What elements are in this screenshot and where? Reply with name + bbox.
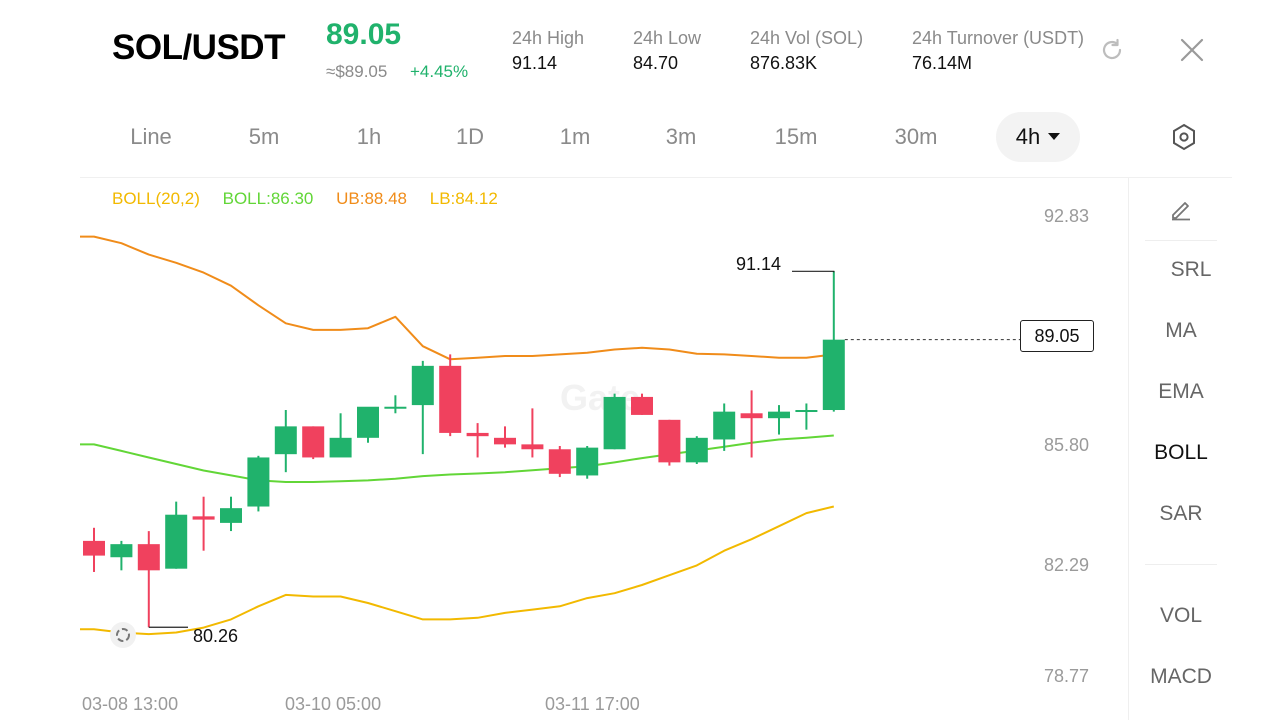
boll-lower-line	[80, 505, 835, 636]
indicator-sidebar: SRL MA EMA BOLL SAR VOL MACD	[1128, 178, 1233, 720]
candle-body	[466, 432, 489, 437]
legend-lower-band: LB:84.12	[429, 189, 498, 208]
boll-upper-line	[80, 235, 834, 361]
tab-4h-label: 4h	[1015, 124, 1041, 149]
tab-3m[interactable]: 3m	[665, 124, 697, 149]
sidebar-item-sar[interactable]: SAR	[1159, 502, 1203, 525]
candle-body	[548, 449, 571, 474]
candle-body	[713, 411, 736, 440]
sidebar-item-ema[interactable]: EMA	[1158, 380, 1204, 403]
high-marker-line	[792, 270, 835, 273]
candle-body	[439, 365, 462, 433]
x-axis-label: 03-08 13:00	[82, 694, 179, 714]
candle-body	[685, 437, 708, 463]
candle-body	[165, 514, 188, 569]
candle-body	[137, 544, 160, 571]
trading-pair-title: SOL/USDT	[112, 28, 285, 67]
candle-body	[768, 411, 790, 419]
y-axis-label: 78.77	[1044, 666, 1090, 686]
stat-24h-high-label: 24h High	[512, 28, 585, 48]
candle-body	[220, 508, 242, 523]
candle-body	[795, 410, 818, 413]
candle-body	[494, 437, 516, 445]
sidebar-divider	[1145, 240, 1217, 241]
price-change-percent: +4.45%	[410, 62, 469, 81]
candlestick-chart[interactable]: Gate	[0, 0, 1128, 720]
watermark-logo: Gate	[560, 377, 640, 418]
stat-24h-low-value: 84.70	[633, 53, 679, 73]
close-icon[interactable]	[1176, 34, 1208, 66]
hexagon-settings-icon[interactable]	[1166, 112, 1202, 162]
candle-body	[357, 406, 379, 438]
candle-body	[110, 544, 133, 558]
stat-24h-turnover-value: 76.14M	[912, 53, 973, 73]
candle-body	[576, 447, 599, 476]
pencil-icon[interactable]	[1129, 194, 1233, 224]
x-axis-label: 03-10 05:00	[285, 694, 382, 714]
candle-body	[631, 396, 653, 415]
stat-24h-turnover-label: 24h Turnover (USDT)	[912, 28, 1085, 48]
sidebar-item-srl[interactable]: SRL	[1170, 258, 1212, 281]
boll-mid-line	[80, 434, 834, 483]
sidebar-item-macd[interactable]: MACD	[1150, 665, 1212, 688]
tab-1m[interactable]: 1m	[559, 124, 591, 149]
refresh-icon[interactable]	[1096, 34, 1128, 66]
approx-usd-price: ≈$89.05	[326, 62, 388, 81]
candle-body	[603, 396, 626, 450]
y-axis-label: 82.29	[1044, 555, 1090, 575]
stat-24h-low-label: 24h Low	[633, 28, 702, 48]
timeframe-tabs: Line 5m 1h 1D 1m 3m 15m 30m 4h	[108, 112, 1218, 162]
stat-24h-vol-label: 24h Vol (SOL)	[750, 28, 864, 48]
y-axis-label: 92.83	[1044, 206, 1090, 226]
legend-boll-mid: BOLL:86.30	[222, 189, 314, 208]
candle-body	[411, 365, 434, 406]
x-axis-label: 03-11 17:00	[545, 694, 640, 714]
chart-reset-icon[interactable]	[110, 622, 136, 648]
tab-1d[interactable]: 1D	[455, 124, 485, 149]
sidebar-item-ma[interactable]: MA	[1165, 319, 1197, 342]
candle-body	[521, 444, 544, 450]
last-price: 89.05	[326, 18, 402, 51]
low-price-marker: 80.26	[193, 626, 239, 646]
candle-body	[822, 339, 845, 411]
sidebar-item-vol[interactable]: VOL	[1159, 604, 1203, 627]
current-price-label: 89.05	[1020, 320, 1094, 352]
candle-body	[247, 457, 270, 507]
candle-body	[192, 516, 215, 520]
legend-boll-params: BOLL(20,2)	[112, 189, 200, 208]
candle-body	[329, 437, 352, 458]
candle-body	[302, 426, 325, 458]
tab-line[interactable]: Line	[130, 124, 172, 149]
candle-body	[83, 540, 105, 556]
stat-24h-high-value: 91.14	[512, 53, 558, 73]
sidebar-divider	[1145, 564, 1217, 565]
sidebar-item-boll[interactable]: BOLL	[1154, 441, 1208, 464]
tab-15m[interactable]: 15m	[774, 124, 818, 149]
y-axis-label: 85.80	[1044, 435, 1090, 455]
legend-upper-band: UB:88.48	[336, 189, 407, 208]
tab-30m[interactable]: 30m	[894, 124, 938, 149]
stat-24h-vol-value: 876.83K	[750, 53, 818, 73]
boll-legend: BOLL(20,2) BOLL:86.30 UB:88.48 LB:84.12	[112, 189, 516, 209]
candle-body	[384, 406, 407, 409]
candle-body	[658, 419, 681, 463]
candle-body	[740, 413, 763, 419]
tab-5m[interactable]: 5m	[248, 124, 280, 149]
tab-4h[interactable]: 4h	[996, 112, 1080, 162]
candle-body	[274, 426, 297, 455]
caret-down-icon	[1048, 132, 1061, 140]
high-price-marker: 91.14	[736, 254, 782, 274]
tab-1h[interactable]: 1h	[356, 124, 382, 149]
chart-top-divider	[80, 177, 1232, 178]
